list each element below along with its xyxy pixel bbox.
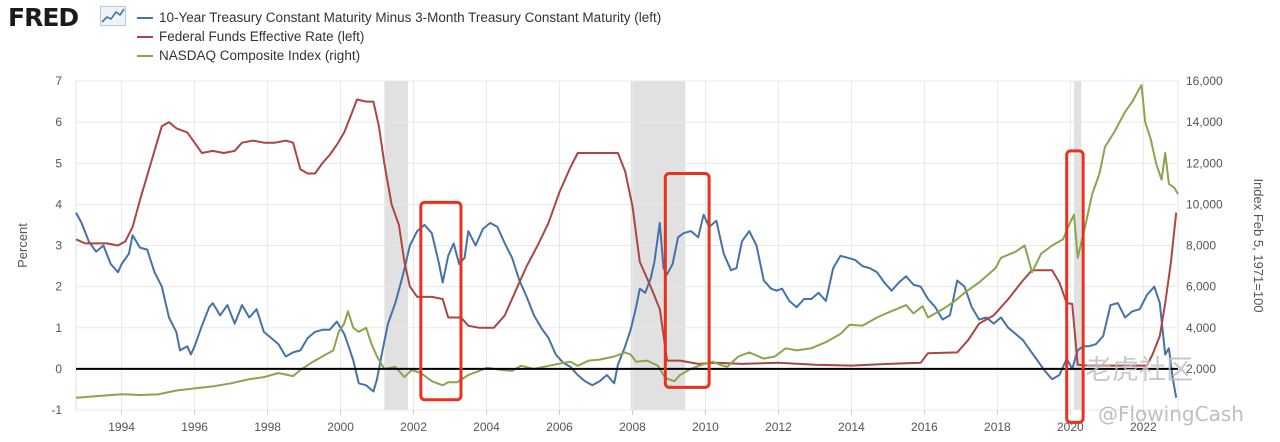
chart-header: FRED 10-Year Treasury Constant Maturity …: [0, 0, 1280, 68]
x-tick-label: 1998: [254, 420, 281, 434]
x-tick-label: 2012: [765, 420, 792, 434]
highlight-box-1: [663, 172, 711, 389]
legend-label-fedfunds: Federal Funds Effective Rate (left): [159, 29, 365, 44]
x-tick-label: 2022: [1130, 420, 1157, 434]
x-tick-label: 2004: [473, 420, 500, 434]
legend-label-spread: 10-Year Treasury Constant Maturity Minus…: [159, 10, 662, 25]
y-left-tick-label: 4: [55, 197, 62, 211]
y-right-tick-label: 8,000: [1186, 239, 1216, 253]
y-right-tick-label: 12,000: [1186, 156, 1223, 170]
y-left-tick-label: 2: [55, 280, 62, 294]
highlight-box-2: [1065, 149, 1085, 424]
series-line-0: [75, 212, 1178, 398]
legend-swatch-fedfunds: [137, 35, 153, 38]
x-tick-label: 2002: [400, 420, 427, 434]
legend-item-fedfunds: Federal Funds Effective Rate (left): [137, 27, 661, 46]
x-tick-label: 1994: [108, 420, 135, 434]
y-right-tick-label: 10,000: [1186, 197, 1223, 211]
y-left-tick-label: 6: [55, 115, 62, 129]
y-left-tick-label: -1: [51, 403, 62, 417]
x-tick-label: 1996: [181, 420, 208, 434]
highlight-box-0: [419, 200, 463, 402]
watermark-handle: @FlowingCash: [1098, 402, 1244, 426]
x-tick-label: 2000: [327, 420, 354, 434]
y-right-tick-label: 4,000: [1186, 321, 1216, 335]
line-chart: -1 0 1 2 3 4 5 6 7 2,000 4,000 6,000 8,000 10,000 12,0…: [15, 74, 1266, 434]
x-tick-label: 2006: [546, 420, 573, 434]
x-tick-label: 2008: [619, 420, 646, 434]
legend-item-spread: 10-Year Treasury Constant Maturity Minus…: [137, 8, 661, 27]
y-right-tick-label: 16,000: [1186, 74, 1223, 88]
fred-logo[interactable]: FRED: [8, 3, 79, 32]
y-left-tick-label: 0: [55, 362, 62, 376]
watermark-community: 老虎社区: [1085, 355, 1193, 386]
chart-legend: 10-Year Treasury Constant Maturity Minus…: [137, 8, 661, 65]
x-tick-label: 2016: [911, 420, 938, 434]
y-left-tick-label: 5: [55, 156, 62, 170]
legend-swatch-spread: [137, 16, 153, 19]
y-right-tick-label: 6,000: [1186, 280, 1216, 294]
y-left-tick-label: 1: [55, 321, 62, 335]
y-right-tick-label: 2,000: [1186, 362, 1216, 376]
legend-item-nasdaq: NASDAQ Composite Index (right): [137, 46, 661, 65]
y-left-axis-title: Percent: [15, 223, 30, 268]
y-left-tick-label: 7: [55, 74, 62, 88]
y-right-axis-title: Index Feb 5, 1971=100: [1251, 178, 1266, 312]
series-line-2: [75, 84, 1179, 399]
x-tick-label: 2018: [984, 420, 1011, 434]
series-line-1: [75, 98, 1178, 367]
legend-label-nasdaq: NASDAQ Composite Index (right): [159, 48, 361, 63]
x-tick-label: 2014: [838, 420, 865, 434]
x-tick-label: 2010: [692, 420, 719, 434]
trend-line-icon: [100, 6, 126, 26]
y-left-tick-label: 3: [55, 239, 62, 253]
y-right-tick-label: 14,000: [1186, 115, 1223, 129]
legend-swatch-nasdaq: [137, 54, 153, 57]
